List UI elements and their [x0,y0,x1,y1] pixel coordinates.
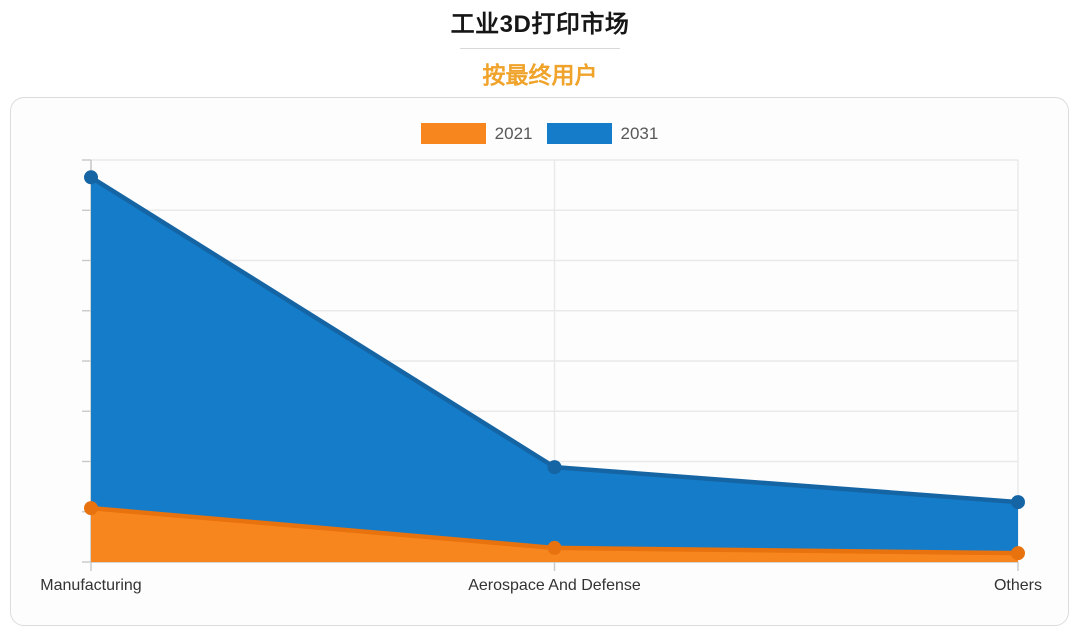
chart-card: 2021 2031 Manufacturing Aerospace And Def… [10,97,1069,626]
page-subtitle: 按最终用户 [482,62,598,88]
data-point-2031-Manufacturing[interactable] [84,170,98,185]
legend-swatch-2021 [420,123,486,144]
legend-swatch-2031 [546,123,612,144]
category-label-Manufacturing: Manufacturing [40,577,141,594]
header: 工业3D打印市场 按最终用户 [0,4,1080,90]
title-divider [460,48,620,49]
area-chart[interactable]: Manufacturing Aerospace And Defense Others [11,98,1068,625]
data-point-2031-Others[interactable] [1011,495,1025,510]
legend-item-2031[interactable]: 2031 [546,123,659,144]
category-label-Aerospace And Defense: Aerospace And Defense [468,577,641,594]
data-point-2031-Aerospace And Defense[interactable] [547,460,562,475]
legend-item-2021[interactable]: 2021 [420,123,533,144]
area-2021 [91,508,1018,562]
chart-legend: 2021 2031 [11,123,1068,144]
category-label-Others: Others [994,577,1042,594]
data-point-2021-Aerospace And Defense[interactable] [547,540,562,555]
legend-label-2031: 2031 [620,123,659,143]
data-point-2021-Others[interactable] [1011,546,1025,561]
page-title: 工业3D打印市场 [450,11,630,38]
area-2031 [91,177,1018,562]
legend-label-2021: 2021 [494,123,533,143]
data-point-2021-Manufacturing[interactable] [84,501,98,516]
